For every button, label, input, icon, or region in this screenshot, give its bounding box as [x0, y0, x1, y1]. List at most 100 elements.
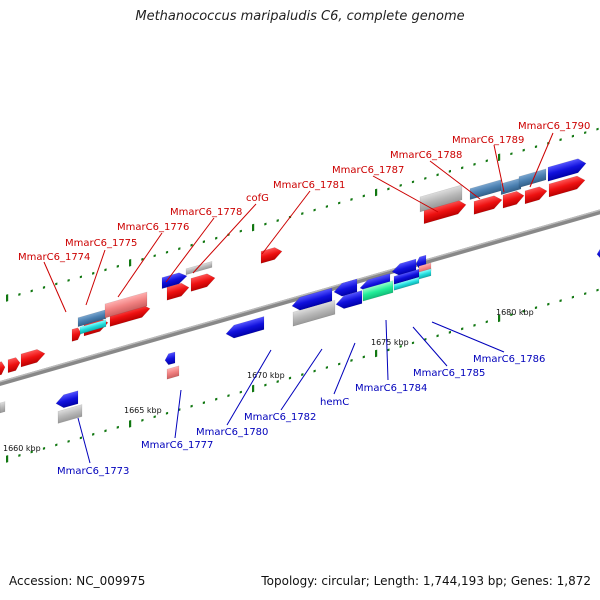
- gene-feature[interactable]: [362, 280, 394, 302]
- minor-tick: [301, 212, 304, 215]
- minor-tick: [510, 152, 513, 156]
- gene-label-MmarC6_1790[interactable]: MmarC6_1790: [518, 121, 590, 132]
- gene-label-MmarC6_1776[interactable]: MmarC6_1776: [117, 222, 189, 233]
- minor-tick: [522, 309, 525, 313]
- gene-feature[interactable]: [20, 347, 46, 368]
- minor-tick: [116, 264, 119, 268]
- minor-tick: [547, 302, 550, 306]
- gene-feature[interactable]: [393, 276, 420, 291]
- gene-label-MmarC6_1789[interactable]: MmarC6_1789: [452, 135, 524, 146]
- gene-feature[interactable]: [335, 290, 363, 310]
- gene-feature[interactable]: [473, 193, 503, 215]
- gene-label-MmarC6_1782[interactable]: MmarC6_1782: [244, 412, 316, 423]
- gene-label-MmarC6_1773[interactable]: MmarC6_1773: [57, 466, 129, 477]
- minor-tick: [104, 429, 107, 433]
- minor-tick: [338, 201, 341, 205]
- gene-label-hemC[interactable]: hemC: [320, 397, 349, 408]
- forward-gene-labels: MmarC6_1774 MmarC6_1775 MmarC6_1776 Mmar…: [18, 121, 590, 263]
- minor-tick: [202, 401, 206, 405]
- gene-label-MmarC6_1785[interactable]: MmarC6_1785: [413, 368, 485, 379]
- reverse-gene-labels: MmarC6_1773 MmarC6_1777 MmarC6_1780 Mmar…: [57, 354, 545, 477]
- gene-feature[interactable]: [0, 401, 6, 414]
- major-tick: [498, 153, 501, 162]
- gene-feature[interactable]: [524, 185, 548, 205]
- minor-tick: [411, 180, 415, 184]
- minor-tick: [215, 397, 218, 401]
- gene-label-MmarC6_1788[interactable]: MmarC6_1788: [390, 150, 462, 161]
- gene-label-MmarC6_1778[interactable]: MmarC6_1778: [170, 207, 242, 218]
- gene-label-cofG[interactable]: cofG: [246, 193, 269, 204]
- minor-tick: [584, 292, 587, 296]
- minor-tick: [313, 208, 316, 212]
- scale-labels: 1660 kbp 1665 kbp 1670 kbp 1675 kbp 1680…: [3, 308, 534, 453]
- minor-tick: [276, 380, 279, 383]
- gene-feature[interactable]: [57, 404, 83, 424]
- gene-feature[interactable]: [166, 365, 180, 380]
- gene-feature[interactable]: [161, 271, 188, 289]
- gene-feature[interactable]: [225, 316, 265, 340]
- callout-lines: [43, 132, 554, 464]
- gene-label-MmarC6_1777[interactable]: MmarC6_1777: [141, 440, 213, 451]
- gene-feature[interactable]: [292, 299, 336, 327]
- minor-tick: [79, 436, 83, 440]
- gene-feature[interactable]: [71, 327, 82, 342]
- gene-feature[interactable]: [79, 319, 107, 335]
- gene-feature[interactable]: [502, 189, 525, 209]
- minor-tick: [190, 243, 193, 247]
- minor-tick: [276, 219, 279, 222]
- tick-label-1670: 1670 kbp: [247, 371, 285, 380]
- minor-tick: [350, 198, 353, 201]
- minor-tick: [596, 127, 599, 131]
- major-tick: [375, 188, 378, 197]
- gene-feature[interactable]: [190, 272, 216, 292]
- gene-feature[interactable]: [185, 261, 213, 276]
- major-tick: [6, 294, 9, 302]
- minor-tick: [362, 355, 365, 359]
- minor-tick: [190, 404, 193, 408]
- gene-label-MmarC6_1786[interactable]: MmarC6_1786: [473, 354, 545, 365]
- minor-tick: [55, 443, 58, 447]
- gene-feature[interactable]: [104, 291, 148, 319]
- tick-label-1665: 1665 kbp: [124, 406, 162, 415]
- gene-feature[interactable]: [7, 356, 21, 374]
- gene-label-MmarC6_1787[interactable]: MmarC6_1787: [332, 165, 404, 176]
- gene-label-MmarC6_1784[interactable]: MmarC6_1784: [355, 383, 427, 394]
- minor-tick: [165, 250, 169, 254]
- gene-feature[interactable]: [469, 179, 502, 200]
- gene-feature[interactable]: [419, 184, 463, 213]
- minor-tick: [473, 323, 476, 327]
- minor-tick: [350, 359, 353, 362]
- minor-tick: [559, 299, 562, 303]
- minor-tick: [92, 271, 95, 275]
- gene-feature[interactable]: [548, 174, 586, 198]
- minor-tick: [42, 286, 46, 289]
- minor-tick: [399, 344, 402, 348]
- gene-feature[interactable]: [500, 177, 522, 196]
- gene-feature[interactable]: [418, 268, 432, 280]
- gene-feature[interactable]: [0, 361, 6, 377]
- minor-tick: [288, 376, 292, 380]
- gene-feature[interactable]: [77, 309, 107, 328]
- minor-tick: [387, 187, 390, 191]
- minor-tick: [559, 138, 562, 142]
- minor-tick: [104, 268, 107, 272]
- gene-feature[interactable]: [55, 390, 79, 410]
- gene-label-MmarC6_1775[interactable]: MmarC6_1775: [65, 238, 137, 249]
- minor-tick: [485, 320, 488, 324]
- minor-tick: [79, 275, 83, 279]
- gene-feature[interactable]: [547, 156, 587, 182]
- gene-label-MmarC6_1780[interactable]: MmarC6_1780: [196, 427, 268, 438]
- gene-label-MmarC6_1774[interactable]: MmarC6_1774: [18, 252, 90, 263]
- minor-tick: [30, 450, 33, 454]
- gene-feature[interactable]: [164, 351, 176, 366]
- minor-tick: [165, 411, 169, 415]
- genome-summary-text: Topology: circular; Length: 1,744,193 bp…: [261, 574, 591, 588]
- gene-label-MmarC6_1781[interactable]: MmarC6_1781: [273, 180, 345, 191]
- minor-tick: [436, 173, 439, 177]
- minor-tick: [399, 183, 402, 187]
- accession-text: Accession: NC_009975: [9, 574, 146, 588]
- minor-tick: [30, 289, 33, 293]
- gene-feature[interactable]: [518, 168, 547, 188]
- gene-feature[interactable]: [260, 245, 283, 264]
